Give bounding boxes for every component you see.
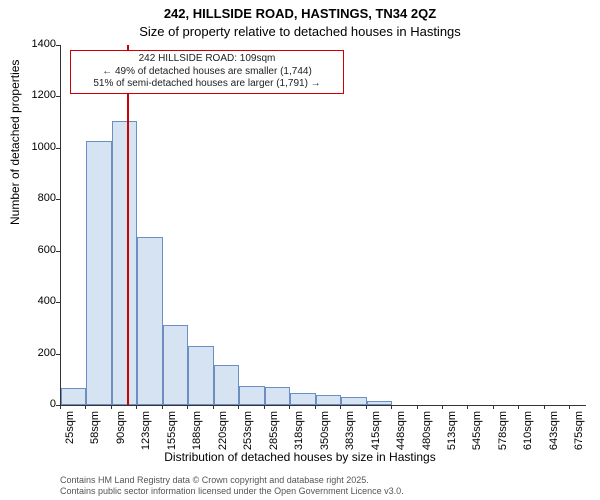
x-tick-mark [187, 405, 188, 409]
title-line-2: Size of property relative to detached ho… [0, 24, 600, 39]
x-tick-label: 675sqm [573, 411, 585, 455]
annotation-line-1: 242 HILLSIDE ROAD: 109sqm [77, 53, 337, 66]
y-tick-label: 600 [6, 244, 56, 256]
y-tick-label: 1000 [6, 141, 56, 153]
y-tick-mark [56, 45, 60, 46]
title-line-1: 242, HILLSIDE ROAD, HASTINGS, TN34 2QZ [0, 6, 600, 21]
x-tick-label: 90sqm [115, 411, 127, 455]
x-tick-label: 610sqm [522, 411, 534, 455]
footer-line-1: Contains HM Land Registry data © Crown c… [60, 475, 404, 485]
x-tick-mark [213, 405, 214, 409]
histogram-bar [112, 121, 137, 405]
footer-attribution: Contains HM Land Registry data © Crown c… [60, 475, 404, 496]
y-tick-label: 0 [6, 398, 56, 410]
x-tick-label: 350sqm [319, 411, 331, 455]
x-tick-mark [442, 405, 443, 409]
x-tick-mark [569, 405, 570, 409]
histogram-bar [316, 395, 341, 405]
plot-area [60, 45, 586, 406]
histogram-bar [137, 237, 162, 405]
x-tick-mark [391, 405, 392, 409]
reference-line [127, 45, 129, 405]
x-tick-label: 220sqm [217, 411, 229, 455]
y-tick-mark [56, 96, 60, 97]
x-tick-mark [544, 405, 545, 409]
y-tick-mark [56, 302, 60, 303]
y-tick-mark [56, 354, 60, 355]
histogram-bar [265, 387, 290, 405]
histogram-bar [239, 386, 264, 405]
x-tick-label: 318sqm [293, 411, 305, 455]
x-tick-mark [366, 405, 367, 409]
x-tick-mark [162, 405, 163, 409]
x-tick-label: 545sqm [471, 411, 483, 455]
annotation-line-3: 51% of semi-detached houses are larger (… [77, 78, 337, 91]
y-tick-mark [56, 251, 60, 252]
x-tick-mark [315, 405, 316, 409]
x-tick-label: 123sqm [140, 411, 152, 455]
histogram-bar [188, 346, 213, 405]
x-tick-mark [340, 405, 341, 409]
x-tick-label: 383sqm [344, 411, 356, 455]
y-tick-label: 400 [6, 295, 56, 307]
footer-line-2: Contains public sector information licen… [60, 486, 404, 496]
y-tick-label: 1200 [6, 89, 56, 101]
x-axis-label: Distribution of detached houses by size … [0, 450, 600, 464]
x-tick-label: 285sqm [268, 411, 280, 455]
x-tick-mark [518, 405, 519, 409]
x-tick-label: 578sqm [497, 411, 509, 455]
y-tick-mark [56, 148, 60, 149]
x-tick-label: 415sqm [370, 411, 382, 455]
y-tick-label: 200 [6, 347, 56, 359]
x-tick-mark [111, 405, 112, 409]
annotation-line-2: ← 49% of detached houses are smaller (1,… [77, 66, 337, 79]
x-tick-label: 643sqm [548, 411, 560, 455]
annotation-box: 242 HILLSIDE ROAD: 109sqm ← 49% of detac… [70, 50, 344, 94]
x-tick-label: 25sqm [64, 411, 76, 455]
x-tick-mark [417, 405, 418, 409]
x-tick-mark [238, 405, 239, 409]
y-tick-mark [56, 199, 60, 200]
histogram-bar [214, 365, 239, 405]
histogram-bar [163, 325, 188, 405]
histogram-bar [86, 141, 111, 405]
x-tick-mark [467, 405, 468, 409]
x-tick-mark [136, 405, 137, 409]
chart-container: 242, HILLSIDE ROAD, HASTINGS, TN34 2QZ S… [0, 0, 600, 500]
histogram-bar [61, 388, 86, 405]
x-tick-mark [493, 405, 494, 409]
x-tick-mark [289, 405, 290, 409]
x-tick-label: 513sqm [446, 411, 458, 455]
x-tick-mark [60, 405, 61, 409]
x-tick-label: 58sqm [89, 411, 101, 455]
histogram-bar [341, 397, 366, 405]
histogram-bar [367, 401, 392, 405]
x-tick-label: 253sqm [242, 411, 254, 455]
x-tick-label: 188sqm [191, 411, 203, 455]
y-tick-label: 800 [6, 192, 56, 204]
x-tick-label: 480sqm [421, 411, 433, 455]
histogram-bar [290, 393, 315, 405]
x-tick-mark [264, 405, 265, 409]
x-tick-mark [85, 405, 86, 409]
y-tick-label: 1400 [6, 38, 56, 50]
x-tick-label: 448sqm [395, 411, 407, 455]
x-tick-label: 155sqm [166, 411, 178, 455]
